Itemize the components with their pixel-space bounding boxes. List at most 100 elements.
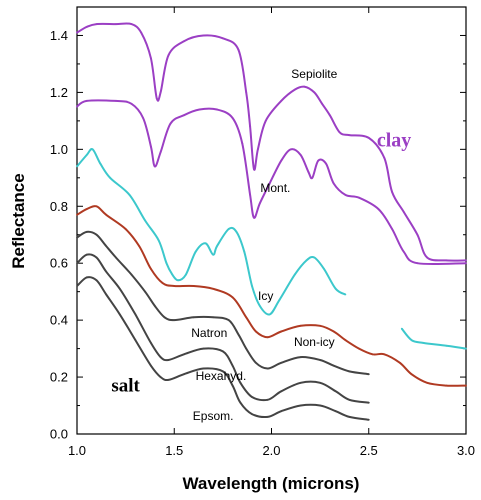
data-point	[319, 404, 321, 407]
data-point	[216, 108, 218, 111]
data-point	[278, 299, 281, 302]
data-point	[317, 159, 320, 162]
data-point	[183, 114, 185, 117]
data-point	[367, 373, 370, 376]
data-point	[280, 410, 283, 413]
series-lines	[76, 22, 467, 421]
data-point	[319, 324, 321, 327]
x-axis-title: Wavelength (microns)	[183, 474, 360, 493]
data-point	[173, 319, 176, 321]
data-point	[134, 313, 137, 316]
data-point	[85, 154, 88, 156]
data-point	[426, 381, 428, 384]
group-label-salt: salt	[111, 375, 140, 396]
data-point	[266, 367, 269, 370]
data-point	[115, 23, 117, 25]
x-tick-label: 2.0	[262, 443, 280, 458]
data-point	[105, 213, 108, 216]
y-tick-label: 1.2	[50, 85, 68, 100]
data-point	[105, 293, 108, 296]
data-point	[245, 316, 248, 319]
data-point	[91, 148, 94, 151]
data-point	[150, 342, 152, 344]
data-point	[76, 213, 78, 216]
data-point	[321, 102, 323, 105]
data-point	[367, 137, 370, 139]
data-point	[268, 182, 271, 185]
data-point	[299, 404, 302, 407]
data-point	[264, 120, 267, 122]
data-point	[239, 381, 242, 384]
data-point	[338, 131, 341, 134]
series-line-epsomite	[76, 276, 369, 421]
data-point	[183, 373, 185, 376]
label-hexahyd-label: Hexahyd.	[196, 369, 247, 383]
data-point	[377, 208, 380, 211]
data-point	[255, 330, 257, 333]
data-point	[212, 253, 215, 256]
series-line-natron	[76, 230, 369, 376]
data-point	[280, 361, 283, 364]
data-point	[227, 319, 230, 321]
data-point	[416, 262, 419, 265]
axis-ticks: 1.0 1.5 2.0 2.5 3.0 0.0 0.2 0.4 0.6 0.8 1.0 1.2 1.4	[50, 6, 475, 458]
data-point	[293, 273, 296, 276]
data-point	[194, 250, 197, 253]
y-tick-label: 0.4	[50, 313, 68, 328]
data-point	[192, 316, 195, 319]
data-point	[332, 182, 335, 185]
data-point	[251, 285, 253, 287]
data-point	[142, 117, 145, 119]
data-point	[140, 31, 143, 34]
data-point	[150, 145, 152, 148]
data-point	[115, 100, 117, 102]
data-point	[323, 268, 325, 270]
data-point	[332, 364, 335, 367]
data-point	[85, 231, 88, 233]
data-point	[159, 376, 162, 378]
data-point	[344, 339, 347, 341]
label-sepiolite-label: Sepiolite	[291, 67, 337, 81]
data-point	[399, 361, 401, 364]
data-point	[253, 168, 255, 171]
y-tick-label: 1.0	[50, 142, 68, 157]
data-point	[171, 273, 174, 276]
data-point	[303, 85, 306, 88]
data-point	[402, 250, 405, 253]
data-point	[445, 259, 448, 262]
data-point	[465, 262, 467, 265]
data-point	[344, 293, 347, 296]
data-point	[371, 353, 374, 356]
data-point	[227, 228, 230, 230]
data-point	[332, 330, 335, 333]
y-tick-label: 0.6	[50, 256, 68, 271]
data-point	[153, 165, 156, 168]
y-tick-label: 0.2	[50, 370, 68, 385]
data-point	[245, 91, 248, 94]
label-icy-label: Icy	[258, 289, 273, 303]
data-point	[167, 54, 170, 57]
data-point	[216, 245, 218, 248]
data-point	[299, 324, 302, 327]
label-natron-label: Natron	[191, 326, 227, 340]
data-point	[222, 370, 224, 373]
data-point	[177, 279, 180, 282]
data-point	[85, 100, 88, 102]
data-point	[76, 165, 78, 168]
data-point	[167, 379, 170, 381]
data-point	[253, 216, 255, 219]
data-point	[202, 347, 205, 350]
data-point	[410, 339, 413, 341]
data-point	[426, 256, 428, 259]
data-point	[165, 262, 168, 265]
data-point	[307, 171, 310, 174]
data-point	[198, 108, 201, 111]
data-point	[383, 157, 386, 159]
data-point	[134, 339, 137, 341]
x-tick-label: 2.5	[360, 443, 378, 458]
data-point	[391, 228, 393, 230]
data-point	[255, 361, 257, 364]
data-point	[85, 26, 88, 28]
data-point	[402, 211, 405, 213]
